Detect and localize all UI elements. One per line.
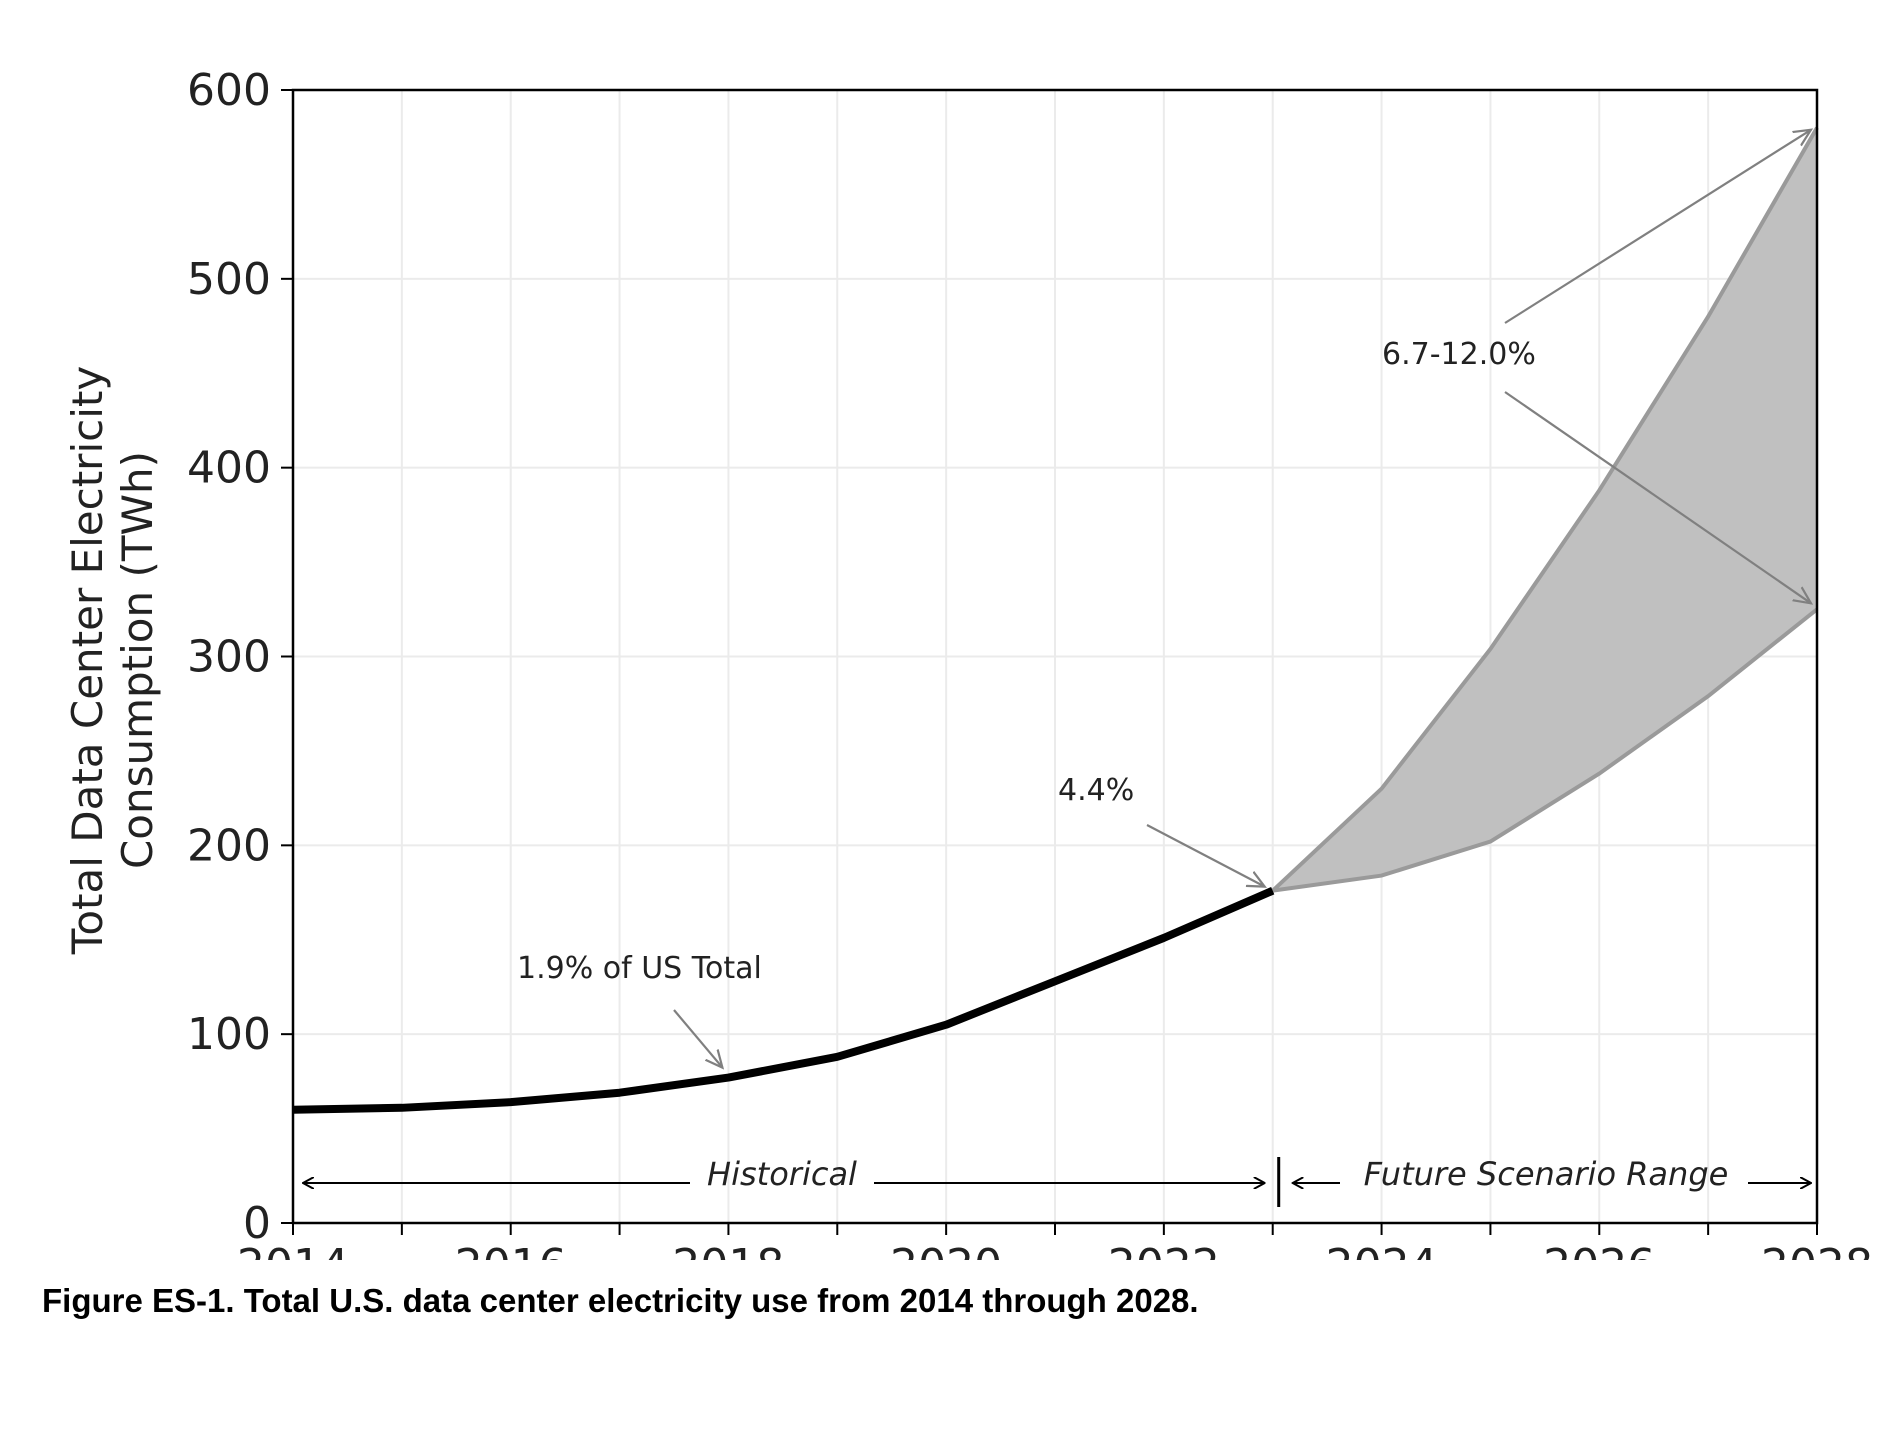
y-tick-label: 400	[187, 443, 271, 494]
y-axis: 0 100 200 300 400 500 600	[187, 65, 293, 1249]
future-scenario-range-area	[1272, 127, 1817, 891]
x-tick-label: 2024	[1326, 1240, 1438, 1260]
chart: 1.9% of US Total 4.4% 6.7-12.0% Historic…	[63, 65, 1873, 1260]
future-range-lower-line	[1272, 607, 1819, 893]
y-tick-label: 300	[187, 632, 271, 683]
x-tick-label: 2028	[1761, 1240, 1873, 1260]
x-tick-label: 2014	[237, 1240, 349, 1260]
annotation-arrow-2023	[1146, 824, 1265, 887]
annotation-arrows	[673, 130, 1811, 1068]
y-axis-label-line2: Consumption (TWh)	[113, 451, 162, 869]
y-tick-label: 0	[243, 1198, 271, 1249]
x-tick-label: 2018	[672, 1240, 784, 1260]
annotation-texts: 1.9% of US Total 4.4% 6.7-12.0%	[517, 337, 1536, 986]
historical-line	[292, 886, 1275, 1114]
historical-period-label: Historical	[707, 1155, 857, 1193]
annotation-share-2028: 6.7-12.0%	[1382, 337, 1536, 372]
future-period-label: Future Scenario Range	[1364, 1155, 1729, 1193]
future-range-upper-line	[1271, 126, 1819, 893]
y-tick-label: 600	[187, 65, 271, 116]
y-tick-label: 100	[187, 1009, 271, 1060]
x-axis: 2014 2016 2018 2020 2022 2024 2026 2028	[237, 1223, 1873, 1260]
annotation-arrow-2028-upper	[1504, 130, 1811, 324]
annotation-arrow-2028-lower	[1504, 391, 1811, 603]
annotation-arrow-2018	[673, 1009, 722, 1068]
y-tick-label: 500	[187, 254, 271, 305]
annotation-share-2018: 1.9% of US Total	[517, 951, 762, 986]
annotation-share-2023: 4.4%	[1058, 773, 1134, 808]
x-tick-label: 2022	[1108, 1240, 1220, 1260]
x-tick-label: 2026	[1543, 1240, 1655, 1260]
x-tick-label: 2016	[455, 1240, 567, 1260]
figure-caption: Figure ES-1. Total U.S. data center elec…	[42, 1282, 1199, 1319]
period-indicators: Historical Future Scenario Range	[303, 1155, 1811, 1207]
x-tick-label: 2020	[890, 1240, 1002, 1260]
y-axis-label-line1: Total Data Center Electricity	[63, 366, 112, 955]
y-tick-label: 200	[187, 820, 271, 871]
